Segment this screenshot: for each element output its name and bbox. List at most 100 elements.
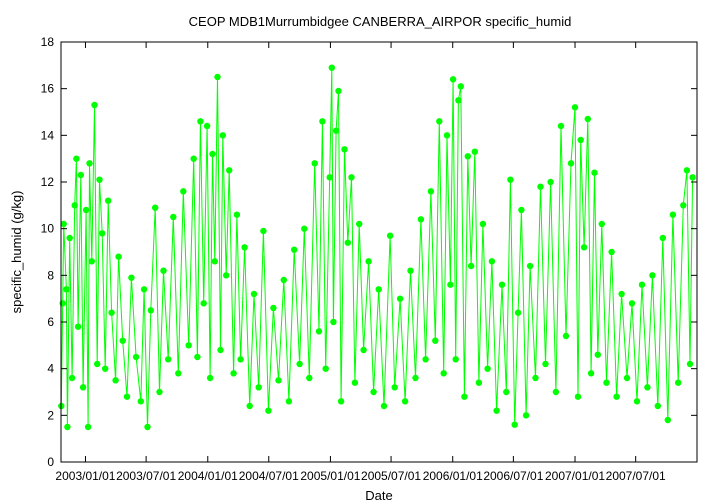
- data-point: [375, 286, 382, 293]
- data-point: [522, 412, 530, 419]
- data-point: [115, 253, 122, 260]
- data-point: [484, 365, 491, 372]
- data-point: [360, 346, 367, 354]
- data-point: [180, 188, 187, 195]
- data-point: [170, 213, 177, 221]
- data-point: [580, 244, 588, 251]
- data-point: [328, 64, 335, 71]
- data-point: [493, 407, 500, 414]
- y-tick-label: 18: [41, 35, 55, 49]
- data-point: [649, 272, 656, 279]
- data-point: [203, 122, 211, 130]
- data-point: [562, 332, 570, 340]
- y-tick-label: 6: [47, 315, 54, 329]
- series-line: [60, 67, 694, 428]
- data-point: [132, 353, 140, 361]
- data-point: [119, 337, 126, 344]
- data-point: [386, 232, 394, 239]
- data-point: [77, 171, 85, 179]
- y-axis: 0 2 4 6 8 10 12 14 16 18: [41, 35, 697, 469]
- data-point: [84, 423, 92, 431]
- data-point: [337, 398, 345, 405]
- y-tick-label: 2: [47, 408, 54, 422]
- data-point: [71, 202, 78, 209]
- data-point: [422, 356, 429, 363]
- data-point: [644, 384, 651, 391]
- data-point: [344, 239, 351, 246]
- data-point: [455, 97, 462, 104]
- data-point: [567, 160, 575, 167]
- data-point: [391, 384, 398, 391]
- data-point: [197, 118, 204, 125]
- x-tick-label: 2006/07/01: [483, 469, 543, 483]
- data-point: [280, 276, 287, 284]
- data-point: [633, 398, 641, 405]
- data-point: [370, 388, 377, 396]
- data-point: [675, 379, 682, 386]
- data-point: [250, 290, 258, 298]
- data-point: [144, 423, 151, 431]
- data-point: [664, 416, 671, 424]
- data-point: [396, 295, 404, 302]
- x-tick-label: 2007/07/01: [606, 469, 666, 483]
- data-point: [60, 220, 67, 228]
- y-axis-label: specific_humid (g/kg): [9, 191, 24, 314]
- data-point: [427, 188, 435, 195]
- data-point: [532, 374, 539, 382]
- data-point: [63, 286, 70, 293]
- data-point: [311, 160, 318, 167]
- data-point: [526, 262, 534, 270]
- data-point: [659, 234, 666, 242]
- data-point: [689, 174, 696, 181]
- data-point: [112, 377, 119, 384]
- data-point: [217, 346, 224, 354]
- data-point: [315, 328, 323, 335]
- data-point: [326, 174, 333, 181]
- data-point: [471, 148, 478, 155]
- data-point: [165, 356, 172, 363]
- data-point: [452, 356, 459, 363]
- y-tick-label: 12: [41, 175, 55, 189]
- data-point: [88, 258, 96, 265]
- y-tick-label: 0: [47, 455, 54, 469]
- data-point: [440, 370, 447, 377]
- data-point: [547, 178, 554, 186]
- data-point: [356, 220, 363, 228]
- data-point: [335, 87, 342, 95]
- data-point: [498, 281, 506, 288]
- data-point: [190, 155, 197, 162]
- x-tick-label: 2005/07/01: [361, 469, 421, 483]
- data-point: [594, 351, 601, 358]
- data-point: [319, 118, 326, 125]
- data-point: [603, 379, 610, 386]
- x-tick-label: 2003/07/01: [116, 469, 176, 483]
- data-point: [246, 402, 253, 410]
- data-point: [514, 309, 522, 316]
- data-point: [322, 365, 329, 372]
- data-point: [102, 365, 109, 372]
- data-point: [152, 204, 159, 211]
- data-point: [73, 155, 80, 162]
- data-point: [275, 377, 282, 384]
- data-point: [211, 258, 218, 265]
- y-tick-label: 16: [41, 82, 55, 96]
- data-point: [209, 150, 216, 158]
- x-axis: 2003/01/01 2003/07/01 2004/01/01 2004/07/01…: [55, 42, 666, 483]
- data-point: [330, 318, 337, 326]
- data-point: [432, 337, 439, 344]
- data-point: [230, 370, 237, 377]
- data-point: [447, 281, 454, 288]
- data-point: [638, 281, 646, 288]
- plot-frame: [60, 41, 698, 463]
- data-point: [156, 388, 163, 396]
- x-tick-label: 2006/01/01: [423, 469, 483, 483]
- data-point: [467, 262, 475, 270]
- data-point: [436, 118, 443, 125]
- y-tick-label: 4: [47, 362, 54, 376]
- data-point: [108, 309, 115, 316]
- x-tick-label: 2004/07/01: [239, 469, 299, 483]
- data-point: [255, 384, 262, 391]
- x-tick-label: 2003/01/01: [55, 469, 115, 483]
- data-point: [407, 267, 414, 274]
- data-point: [577, 136, 584, 144]
